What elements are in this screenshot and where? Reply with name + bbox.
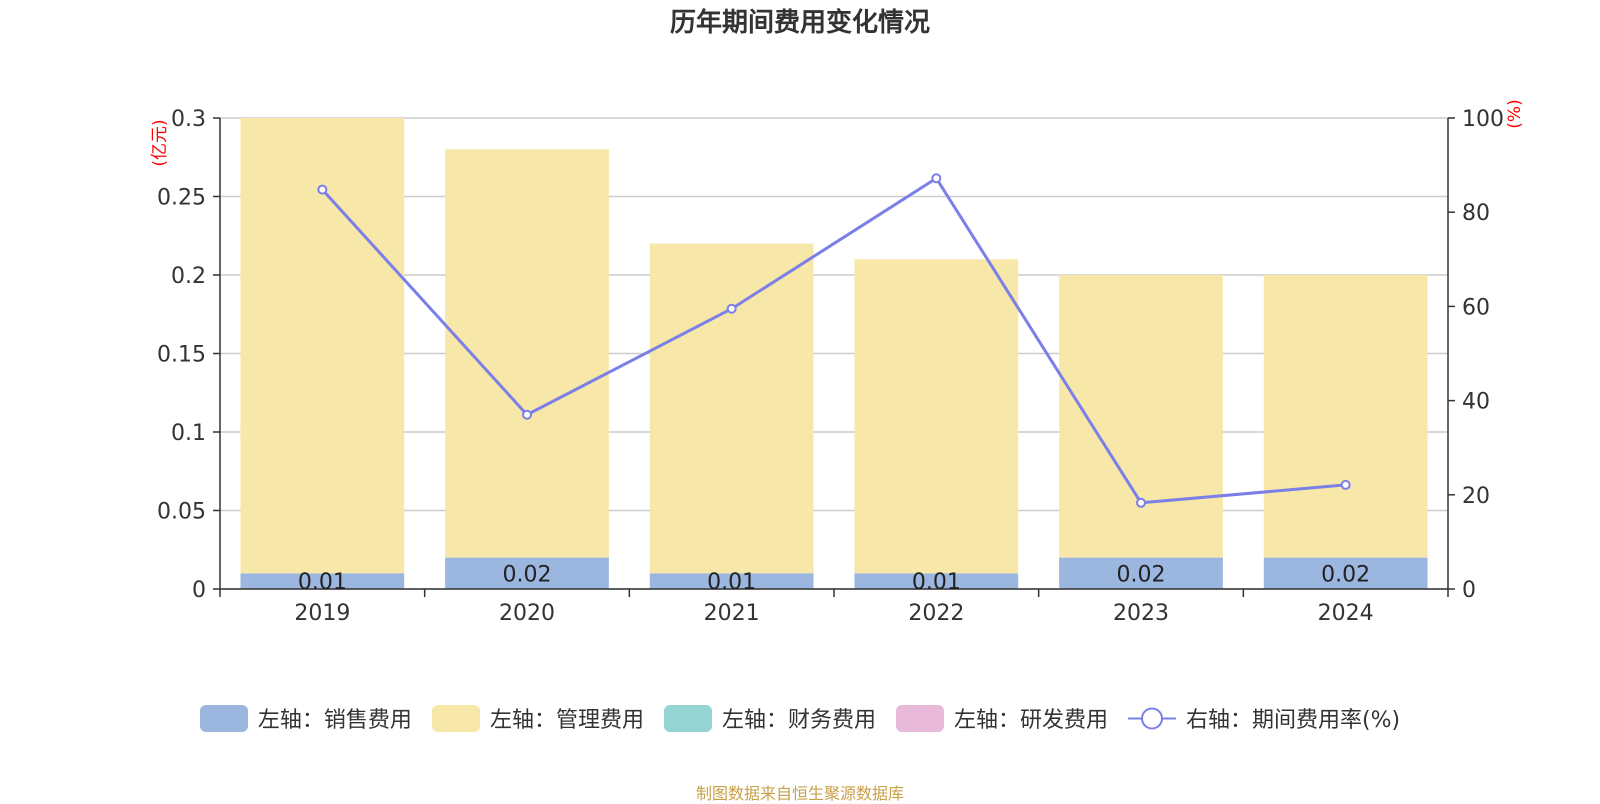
bar-0	[649, 573, 814, 589]
rate-line-group	[317, 173, 1351, 508]
legend-label: 左轴：财务费用	[721, 708, 876, 733]
rate-line-point	[931, 173, 942, 184]
bar-1	[854, 259, 1019, 574]
rate-line-point	[1340, 479, 1351, 490]
rate-line-point	[317, 184, 328, 195]
x-axis-category-label: 2019	[294, 601, 350, 626]
bar-0	[1059, 557, 1223, 589]
bar-0	[854, 573, 1019, 589]
left-axis-tick-label: 0	[192, 578, 206, 603]
axes: 0 0.05 0.1 0.15 0.2 0.25 0.3 0 20 40 60 80 100 (亿元) (%…	[150, 99, 1525, 626]
x-axis-category-label: 2021	[704, 601, 760, 626]
bar-data-label: 0.01	[707, 570, 756, 595]
legend-swatch	[895, 704, 944, 732]
left-axis-tick-label: 0.05	[157, 500, 206, 525]
right-axis-tick-label: 100	[1462, 107, 1504, 132]
legend-swatch	[199, 704, 248, 732]
left-axis-tick-label: 0.2	[171, 264, 206, 289]
bar-1	[649, 243, 814, 574]
bar-data-label: 0.02	[1117, 562, 1166, 587]
rate-line-point	[1136, 497, 1146, 508]
right-axis-unit-label: (%)	[1505, 99, 1525, 128]
legend: 左轴：销售费用 左轴：管理费用 左轴：财务费用 左轴：研发费用 右轴：期间费用率(%)	[0, 702, 1600, 734]
bar-0	[445, 557, 609, 589]
legend-item[interactable]: 左轴：管理费用	[431, 702, 644, 734]
bar-data-label: 0.01	[912, 570, 961, 595]
bar-0	[240, 573, 405, 589]
legend-item[interactable]: 右轴：期间费用率(%)	[1127, 702, 1401, 734]
legend-swatch	[431, 704, 480, 732]
chart-area: 0 0.05 0.1 0.15 0.2 0.25 0.3 0 20 40 60 80 100 (亿元) (%…	[150, 99, 1525, 626]
left-axis-tick-label: 0.1	[171, 421, 206, 446]
legend-label: 左轴：管理费用	[489, 708, 644, 733]
legend-label: 左轴：销售费用	[257, 708, 412, 733]
rate-line-point	[726, 303, 737, 314]
legend-item[interactable]: 左轴：财务费用	[663, 702, 876, 734]
legend-label: 左轴：研发费用	[953, 708, 1108, 733]
bar-data-label: 0.01	[298, 570, 347, 595]
x-axis-category-label: 2020	[499, 601, 555, 626]
bar-1	[1059, 275, 1223, 558]
left-axis-tick-label: 0.3	[171, 107, 206, 132]
legend-item[interactable]: 左轴：销售费用	[199, 702, 412, 734]
x-axis-category-label: 2023	[1113, 601, 1169, 626]
legend-swatch	[663, 704, 712, 732]
x-axis-category-label: 2022	[908, 601, 964, 626]
bar-data-label: 0.02	[1321, 562, 1370, 587]
right-axis-tick-label: 80	[1462, 201, 1490, 226]
legend-item[interactable]: 左轴：研发费用	[895, 702, 1108, 734]
right-axis-tick-label: 60	[1462, 295, 1490, 320]
right-axis-tick-label: 40	[1462, 390, 1490, 415]
rate-line-point	[522, 409, 532, 420]
x-axis-category-label: 2024	[1318, 601, 1374, 626]
source-note: 制图数据来自恒生聚源数据库	[695, 784, 904, 803]
bar-1	[1263, 275, 1428, 558]
chart-title: 历年期间费用变化情况	[669, 8, 930, 38]
right-axis-tick-label: 20	[1462, 484, 1490, 509]
right-axis-tick-label: 0	[1462, 578, 1476, 603]
bar-data-label: 0.02	[503, 562, 552, 587]
left-axis-tick-label: 0.15	[157, 343, 206, 368]
legend-label: 右轴：期间费用率(%)	[1185, 708, 1401, 733]
left-axis-tick-label: 0.25	[157, 186, 206, 211]
data-labels: 0.01 0.02 0.01 0.01 0.02 0.02	[298, 562, 1370, 595]
bar-0	[1263, 557, 1428, 589]
left-axis-unit-label: (亿元)	[150, 119, 170, 166]
rate-line	[321, 176, 1346, 505]
legend-line-swatch	[1127, 707, 1176, 729]
